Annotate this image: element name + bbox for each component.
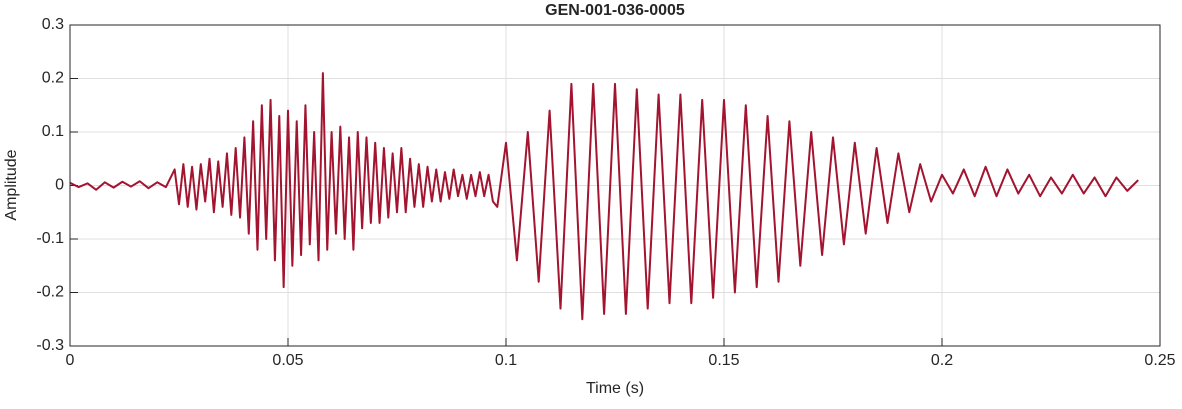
x-axis-label: Time (s)	[586, 380, 644, 397]
y-axis-label: Amplitude	[3, 149, 20, 220]
x-tick-label: 0	[66, 352, 75, 369]
y-tick-label: 0.2	[42, 70, 64, 87]
x-tick-label: 0.15	[708, 352, 739, 369]
waveform-line	[69, 72, 1139, 321]
y-tick-label: 0.3	[42, 16, 64, 33]
x-tick-label: 0.1	[495, 352, 517, 369]
x-tick-label: 0.05	[272, 352, 303, 369]
y-tick-label: -0.1	[36, 230, 64, 247]
y-tick-label: -0.3	[36, 337, 64, 354]
x-tick-label: 0.25	[1144, 352, 1175, 369]
plot-frame	[69, 24, 1161, 347]
y-tick-label: 0.1	[42, 123, 64, 140]
x-tick-label: 0.2	[931, 352, 953, 369]
y-tick-label: -0.2	[36, 284, 64, 301]
y-tick-label: 0	[55, 177, 64, 194]
chart-title: GEN-001-036-0005	[545, 2, 685, 19]
